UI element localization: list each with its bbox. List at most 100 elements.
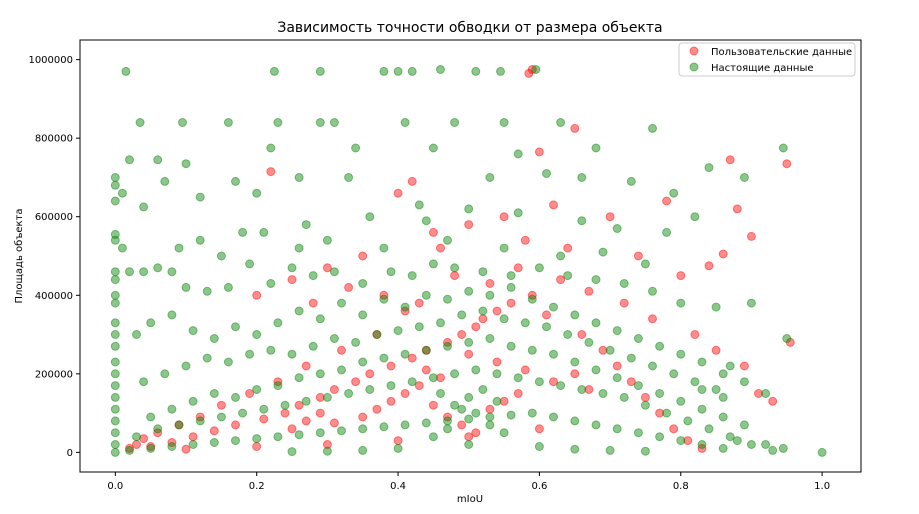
data-point bbox=[676, 396, 686, 406]
data-point bbox=[746, 440, 756, 449]
data-point bbox=[110, 235, 120, 245]
data-point bbox=[245, 349, 255, 359]
data-point bbox=[443, 424, 452, 434]
data-point bbox=[174, 420, 184, 430]
data-point bbox=[266, 143, 276, 153]
data-point bbox=[485, 404, 495, 414]
data-point bbox=[287, 447, 297, 457]
data-point bbox=[577, 330, 587, 339]
data-point bbox=[499, 118, 509, 127]
data-point bbox=[464, 337, 474, 347]
data-point bbox=[619, 298, 629, 308]
data-point bbox=[640, 446, 650, 456]
data-point bbox=[450, 400, 460, 410]
data-point bbox=[110, 341, 120, 351]
data-point bbox=[478, 314, 488, 324]
data-point bbox=[499, 428, 509, 438]
data-point bbox=[450, 369, 460, 379]
data-point bbox=[612, 361, 622, 371]
data-point bbox=[110, 381, 120, 391]
data-point bbox=[209, 426, 219, 436]
data-point bbox=[485, 412, 495, 422]
y-tick-label: 600000 bbox=[35, 212, 73, 223]
data-point bbox=[436, 373, 445, 383]
data-point bbox=[739, 361, 749, 371]
data-point bbox=[718, 443, 728, 453]
data-point bbox=[195, 192, 205, 202]
data-point bbox=[202, 353, 212, 363]
data-point bbox=[110, 330, 120, 339]
data-point bbox=[817, 447, 827, 457]
data-point bbox=[372, 404, 382, 414]
y-axis-label: Площадь объекта bbox=[14, 208, 25, 303]
data-point bbox=[570, 357, 580, 367]
data-point bbox=[407, 176, 417, 186]
data-point bbox=[633, 381, 643, 391]
data-point bbox=[160, 369, 170, 379]
data-point bbox=[146, 443, 156, 453]
data-point bbox=[711, 345, 721, 355]
data-point bbox=[598, 389, 608, 398]
data-point bbox=[443, 337, 452, 347]
data-point bbox=[110, 229, 120, 239]
data-point bbox=[556, 275, 566, 285]
data-point bbox=[704, 424, 714, 434]
data-point bbox=[443, 412, 452, 422]
data-point bbox=[428, 259, 438, 269]
data-point bbox=[464, 432, 474, 442]
data-point bbox=[287, 275, 297, 285]
data-point bbox=[167, 267, 177, 277]
data-point bbox=[591, 318, 601, 328]
data-point bbox=[337, 298, 346, 308]
plot-frame bbox=[79, 39, 862, 473]
data-point bbox=[301, 396, 311, 406]
data-point bbox=[110, 404, 120, 414]
data-point bbox=[612, 224, 622, 233]
data-point bbox=[725, 432, 735, 442]
data-point bbox=[626, 353, 636, 363]
data-point bbox=[492, 357, 502, 367]
data-point bbox=[556, 381, 566, 391]
data-point bbox=[436, 389, 445, 398]
data-point bbox=[167, 438, 177, 447]
data-point bbox=[746, 298, 756, 308]
data-point bbox=[329, 385, 339, 394]
data-point bbox=[739, 377, 749, 387]
data-point bbox=[697, 357, 707, 367]
data-point bbox=[471, 365, 481, 375]
data-point bbox=[308, 298, 318, 308]
data-point bbox=[379, 353, 389, 363]
data-point bbox=[216, 251, 226, 261]
data-point bbox=[542, 169, 551, 178]
data-point bbox=[153, 424, 163, 434]
data-point bbox=[478, 306, 488, 316]
data-point bbox=[146, 412, 156, 422]
data-point bbox=[718, 412, 728, 422]
data-point bbox=[379, 294, 389, 304]
data-point bbox=[683, 416, 693, 426]
data-point bbox=[110, 173, 120, 182]
data-point bbox=[110, 357, 120, 367]
data-point bbox=[110, 196, 120, 206]
data-point bbox=[549, 302, 558, 312]
data-point bbox=[414, 322, 424, 332]
data-point bbox=[110, 416, 120, 426]
data-point bbox=[782, 334, 792, 343]
data-point bbox=[174, 420, 184, 430]
data-point bbox=[167, 310, 177, 320]
data-point bbox=[245, 389, 255, 398]
legend-marker-user bbox=[689, 46, 699, 56]
data-point bbox=[492, 396, 502, 406]
data-point bbox=[400, 118, 410, 127]
data-point bbox=[598, 345, 608, 355]
data-point bbox=[443, 235, 452, 245]
data-point bbox=[259, 227, 269, 237]
series-0 bbox=[125, 65, 795, 454]
data-point bbox=[294, 430, 304, 440]
y-tick-label: 400000 bbox=[35, 291, 73, 302]
data-point bbox=[379, 66, 389, 76]
data-point bbox=[428, 400, 438, 410]
data-point bbox=[287, 349, 297, 359]
data-point bbox=[252, 188, 262, 198]
data-point bbox=[534, 377, 544, 387]
